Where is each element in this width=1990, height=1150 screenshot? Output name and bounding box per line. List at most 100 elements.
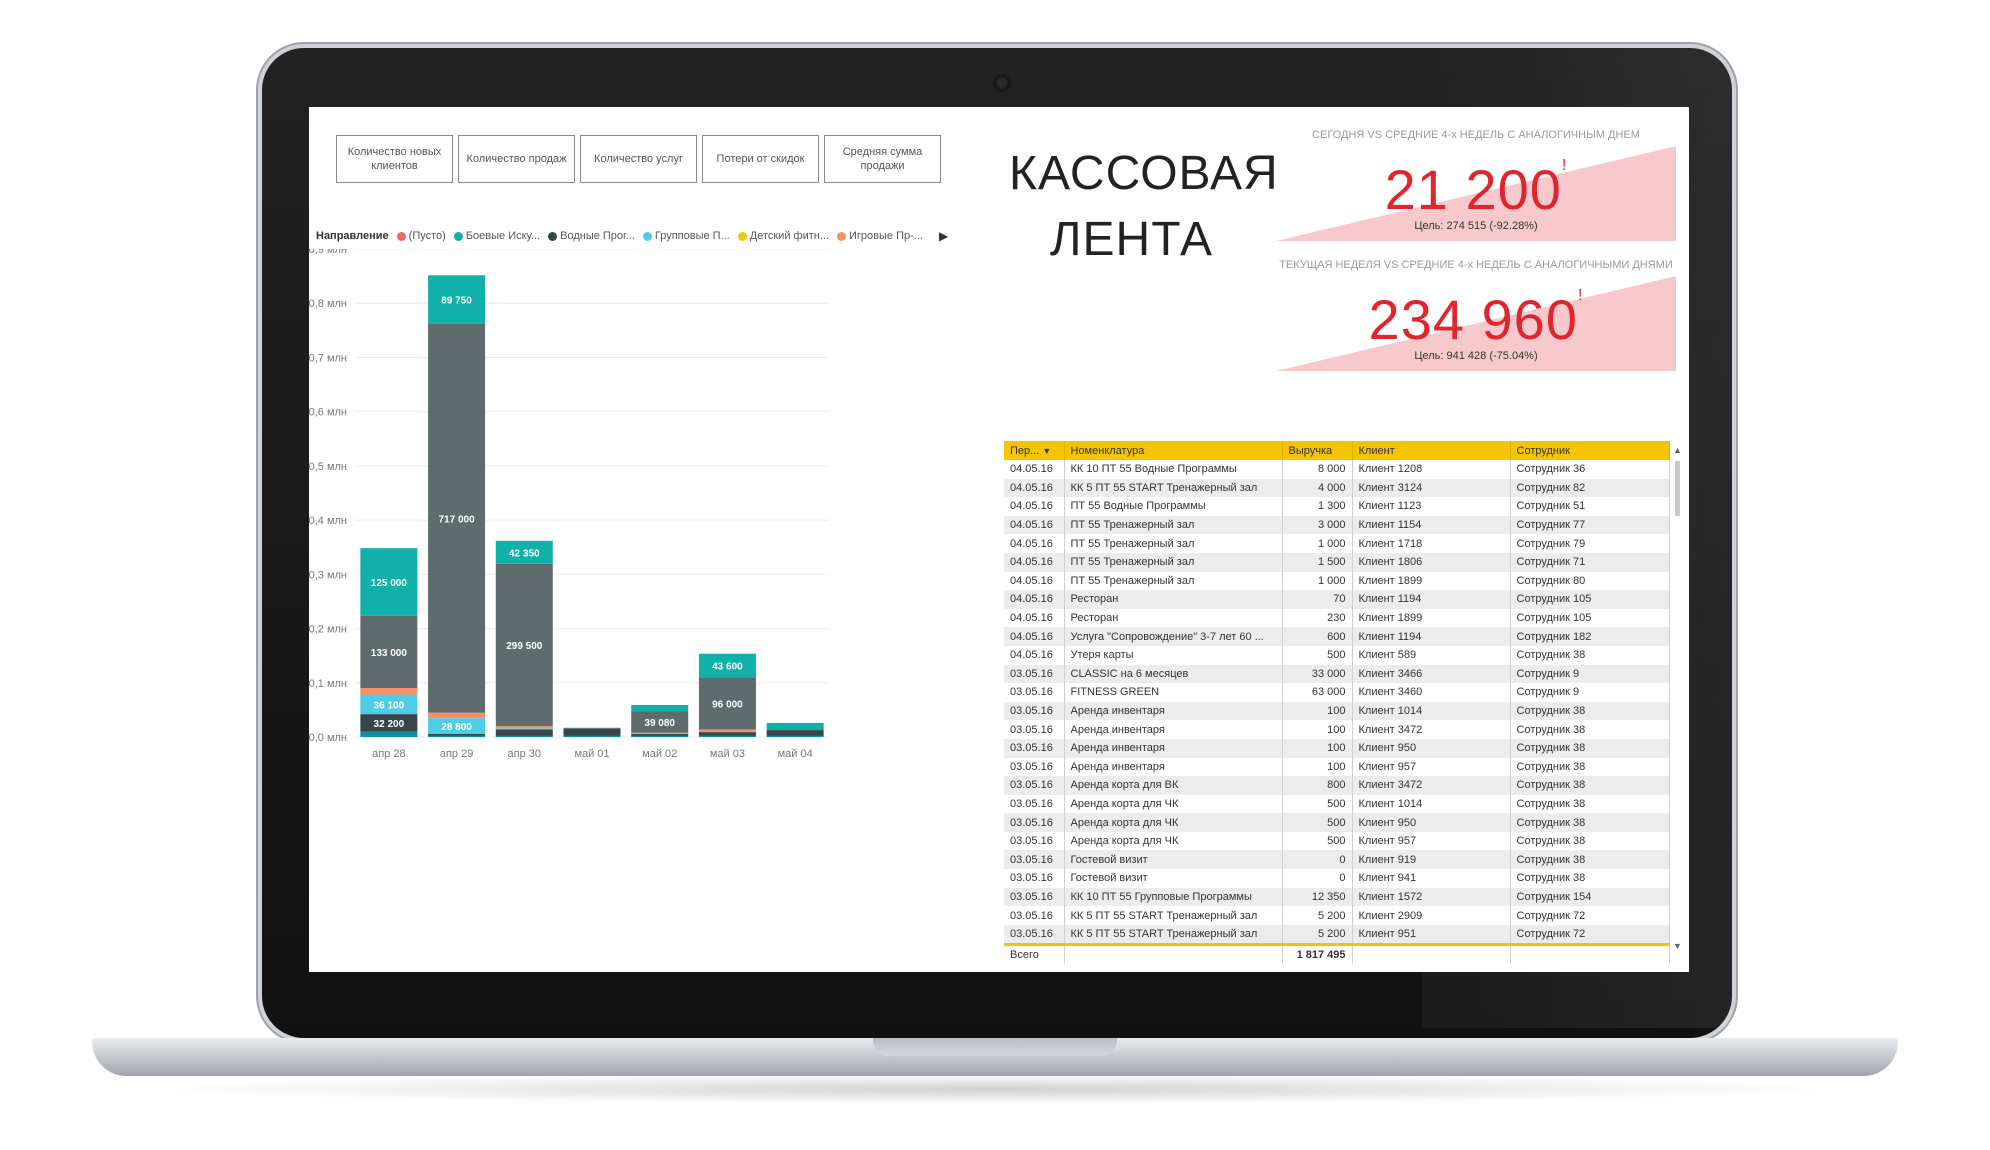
table-row[interactable]: 04.05.16 ПТ 55 Тренажерный зал 1 500 Клиент… <box>1004 552 1670 572</box>
table-row[interactable]: 03.05.16 КК 5 ПТ 55 START Тренажерный зал… <box>1004 906 1670 925</box>
bar-segment[interactable] <box>360 694 418 715</box>
bar-segment[interactable] <box>428 712 486 719</box>
table-row[interactable]: 04.05.16 КК 5 ПТ 55 START Тренажерный зал… <box>1004 478 1670 498</box>
bar-segment[interactable] <box>563 727 621 729</box>
table-scrollbar[interactable]: ▲ ▼ <box>1673 441 1680 956</box>
bar-segment[interactable] <box>428 733 486 736</box>
table-cell: ПТ 55 Тренажерный зал <box>1064 571 1283 591</box>
col-header-revenue[interactable]: Выручка <box>1282 441 1353 460</box>
table-cell: 0 <box>1282 869 1353 888</box>
bar-segment[interactable] <box>428 323 486 713</box>
col-header-period[interactable]: Пер... ▼ <box>1004 441 1065 460</box>
table-row[interactable]: 03.05.16 Гостевой визит 0 Клиент 941 Сотрудн… <box>1004 869 1670 888</box>
bar-segment[interactable] <box>766 735 824 737</box>
table-cell: 04.05.16 <box>1004 478 1065 498</box>
table-row[interactable]: 03.05.16 Аренда инвентаря 100 Клиент 1014 Со… <box>1004 701 1670 721</box>
table-row[interactable]: 04.05.16 Ресторан 230 Клиент 1899 Сотрудник … <box>1004 608 1670 628</box>
legend-item-water-programs[interactable]: Водные Прог... <box>548 230 635 242</box>
x-tick-label: май 04 <box>778 748 813 760</box>
scroll-up-icon[interactable]: ▲ <box>1673 445 1680 455</box>
bar-segment[interactable] <box>766 722 824 730</box>
bar-segment[interactable] <box>428 735 486 737</box>
table-row[interactable]: 03.05.16 Аренда корта для ВК 800 Клиент 347… <box>1004 776 1670 795</box>
legend-item-empty[interactable]: (Пусто) <box>396 230 446 242</box>
bar-segment[interactable] <box>698 731 756 733</box>
scroll-down-icon[interactable]: ▼ <box>1673 941 1680 951</box>
new-clients-button[interactable]: Количество новых клиентов <box>336 135 453 183</box>
services-count-button[interactable]: Количество услуг <box>580 135 697 183</box>
bar-segment[interactable] <box>495 735 553 737</box>
table-row[interactable]: 04.05.16 ПТ 55 Тренажерный зал 1 000 Клиент… <box>1004 571 1670 591</box>
table-cell: КК 5 ПТ 55 START Тренажерный зал <box>1064 924 1283 945</box>
legend-item-kids-fitness[interactable]: Детский фитн... <box>737 230 829 242</box>
table-row[interactable]: 03.05.16 Аренда корта для ЧК 500 Клиент 101… <box>1004 794 1670 814</box>
bar-segment[interactable] <box>360 615 418 689</box>
bar-segment[interactable] <box>360 714 418 732</box>
chart-legend: Направление (Пусто) Боевые Иску... Водны… <box>316 228 976 244</box>
bar-segment[interactable] <box>698 732 756 736</box>
col-header-client[interactable]: Клиент <box>1352 441 1511 460</box>
table-cell: 04.05.16 <box>1004 497 1065 516</box>
legend-item-martial-arts[interactable]: Боевые Иску... <box>453 230 540 242</box>
laptop-shadow <box>150 1074 1840 1104</box>
bar-segment[interactable] <box>360 548 418 616</box>
bar-segment[interactable] <box>631 711 689 733</box>
avg-sale-button[interactable]: Средняя сумма продажи <box>824 135 941 183</box>
table-row[interactable]: 04.05.16 Ресторан 70 Клиент 1194 Сотрудник 1… <box>1004 590 1670 609</box>
table-row[interactable]: 03.05.16 Аренда инвентаря 100 Клиент 957 Сот… <box>1004 757 1670 777</box>
table-row[interactable]: 03.05.16 FITNESS GREEN 63 000 Клиент 3460 Со… <box>1004 683 1670 702</box>
table-cell: Клиент 951 <box>1352 924 1511 945</box>
table-cell: Клиент 941 <box>1352 869 1511 888</box>
bar-segment[interactable] <box>563 735 621 737</box>
table-row[interactable]: 03.05.16 КК 10 ПТ 55 Групповые Программы 1… <box>1004 887 1670 907</box>
bar-segment[interactable] <box>698 677 756 730</box>
discount-loss-button[interactable]: Потери от скидок <box>702 135 819 183</box>
legend-item-group-programs[interactable]: Групповые П... <box>642 230 730 242</box>
col-header-item[interactable]: Номенклатура <box>1064 441 1283 460</box>
bar-segment[interactable] <box>631 735 689 737</box>
bar-segment[interactable] <box>495 563 553 727</box>
table-row[interactable]: 03.05.16 Аренда корта для ЧК 500 Клиент 950… <box>1004 813 1670 832</box>
table-row[interactable]: 04.05.16 ПТ 55 Тренажерный зал 1 000 Клиент… <box>1004 534 1670 553</box>
bar-segment[interactable] <box>631 704 689 712</box>
bar-segment[interactable] <box>631 732 689 734</box>
table-cell: Клиент 1194 <box>1352 627 1511 646</box>
table-row[interactable]: 03.05.16 КК 5 ПТ 55 START Тренажерный зал… <box>1004 924 1670 945</box>
bar-segment[interactable] <box>563 728 621 736</box>
table-row[interactable]: 03.05.16 Гостевой визит 0 Клиент 919 Сотрудн… <box>1004 850 1670 870</box>
col-header-employee[interactable]: Сотрудник <box>1510 441 1670 460</box>
bar-segment[interactable] <box>698 729 756 732</box>
legend-dot-icon <box>642 231 652 241</box>
bar-segment[interactable] <box>495 540 553 564</box>
bar-segment[interactable] <box>631 733 689 734</box>
x-tick-label: апр 29 <box>440 748 473 760</box>
table-row[interactable]: 03.05.16 Аренда инвентаря 100 Клиент 3472 Со… <box>1004 720 1670 739</box>
table-row[interactable]: 04.05.16 ПТ 55 Водные Программы 1 300 Клиен… <box>1004 497 1670 516</box>
table-cell: Сотрудник 38 <box>1510 757 1670 777</box>
bar-segment[interactable] <box>698 653 756 678</box>
bar-segment[interactable] <box>631 733 689 736</box>
legend-item-game-programs[interactable]: Игровые Пр-... <box>837 230 923 242</box>
table-row[interactable]: 04.05.16 Услуга "Сопровождение" 3-7 лет 6… <box>1004 627 1670 646</box>
table-row[interactable]: 04.05.16 КК 10 ПТ 55 Водные Программы 8 00… <box>1004 460 1670 479</box>
bar-segment[interactable] <box>495 729 553 736</box>
bar-segment[interactable] <box>360 731 418 737</box>
bar-segment[interactable] <box>766 729 824 731</box>
bar-segment[interactable] <box>495 726 553 729</box>
scroll-thumb[interactable] <box>1675 461 1680 516</box>
legend-next-arrow-icon[interactable]: ▶ <box>938 229 949 243</box>
table-total-row: Всего 1 817 495 <box>1004 943 1670 965</box>
table-cell: Клиент 3472 <box>1352 720 1511 739</box>
bar-segment[interactable] <box>698 735 756 737</box>
sales-count-button[interactable]: Количество продаж <box>458 135 575 183</box>
bar-segment[interactable] <box>495 728 553 730</box>
bar-segment[interactable] <box>766 730 824 736</box>
table-row[interactable]: 04.05.16 Утеря карты 500 Клиент 589 Сотрудни… <box>1004 645 1670 665</box>
table-row[interactable]: 04.05.16 ПТ 55 Тренажерный зал 3 000 Клиент… <box>1004 515 1670 535</box>
bar-segment[interactable] <box>428 275 486 324</box>
table-row[interactable]: 03.05.16 Аренда корта для ЧК 500 Клиент 957… <box>1004 831 1670 851</box>
bar-segment[interactable] <box>360 688 418 695</box>
table-row[interactable]: 03.05.16 CLASSIC на 6 месяцев 33 000 Клиент… <box>1004 664 1670 684</box>
table-row[interactable]: 03.05.16 Аренда инвентаря 100 Клиент 950 Сот… <box>1004 738 1670 758</box>
bar-segment[interactable] <box>428 718 486 734</box>
